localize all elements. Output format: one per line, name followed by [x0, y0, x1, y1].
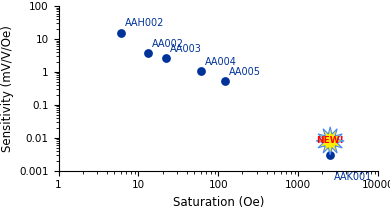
Point [163, 56, 169, 59]
X-axis label: Saturation (Oe): Saturation (Oe) [173, 196, 264, 208]
Polygon shape [316, 127, 344, 155]
Text: AA005: AA005 [229, 67, 261, 77]
Text: AA002: AA002 [152, 39, 184, 49]
Point [118, 32, 124, 35]
Point [327, 153, 333, 157]
Text: AA003: AA003 [170, 44, 202, 54]
Text: NEW!: NEW! [316, 136, 344, 145]
Point [198, 70, 204, 73]
Text: AA004: AA004 [205, 57, 237, 67]
Text: AAK001: AAK001 [334, 172, 372, 182]
Point [222, 80, 228, 83]
Y-axis label: Sensitivity (mV/V/Oe): Sensitivity (mV/V/Oe) [1, 25, 14, 152]
Text: AAH002: AAH002 [125, 18, 164, 28]
Point [144, 51, 151, 54]
